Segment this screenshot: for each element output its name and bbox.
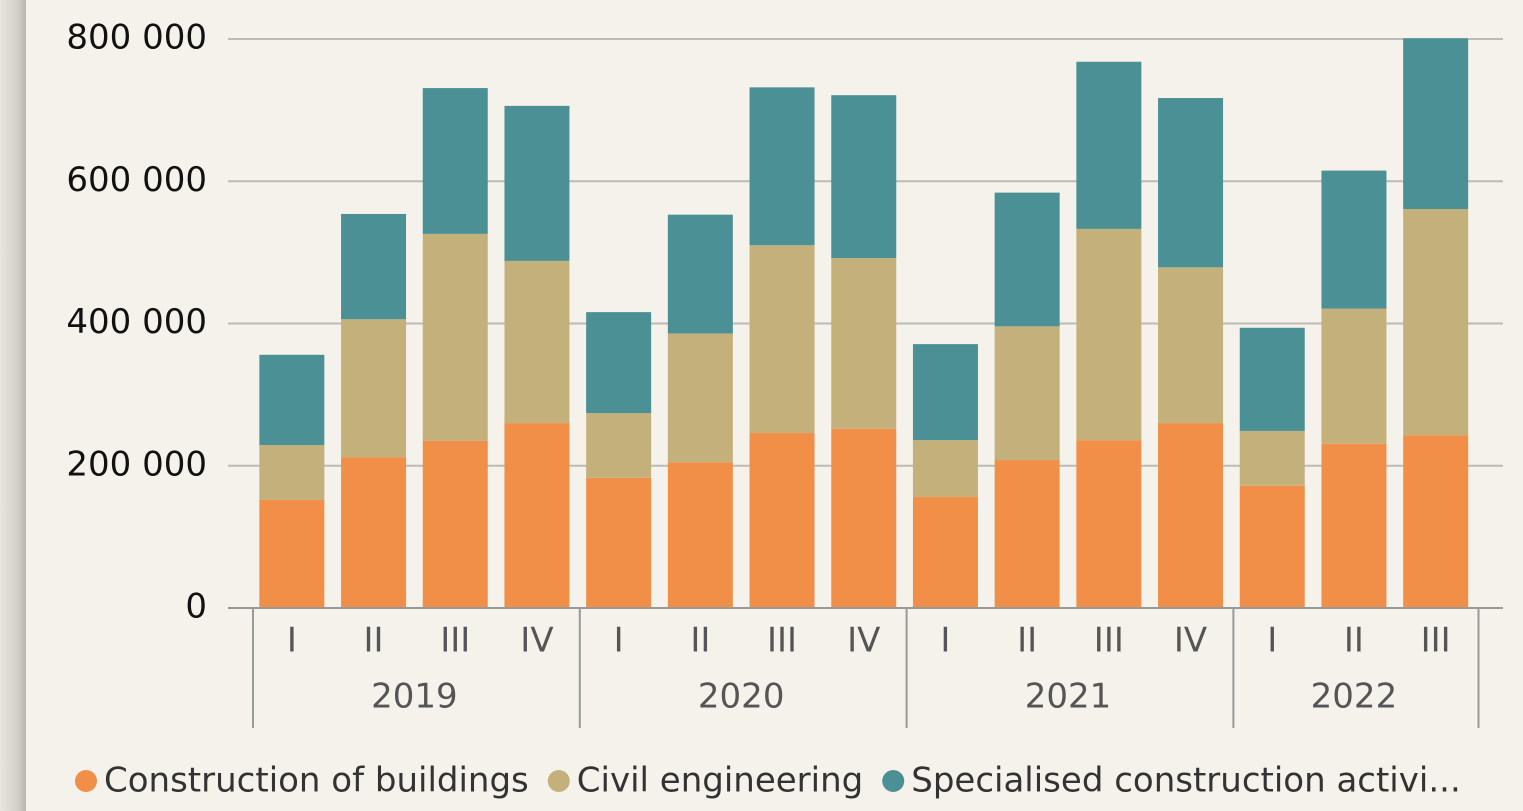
- bar-segment: [1321, 443, 1387, 608]
- x-tick-label: IV: [1174, 621, 1207, 661]
- bar-segment: [586, 312, 652, 414]
- x-tick-label: II: [1344, 621, 1364, 661]
- year-label: 2021: [1025, 677, 1112, 717]
- x-tick-label: II: [690, 621, 710, 661]
- bar-segment: [586, 413, 652, 478]
- bar-segment: [504, 423, 570, 608]
- legend-label: Construction of buildings: [104, 761, 529, 801]
- year-label: 2022: [1311, 677, 1398, 717]
- y-tick-label: 800 000: [66, 18, 207, 58]
- bar-segment: [1076, 61, 1142, 229]
- bar-segment: [1158, 423, 1224, 608]
- bar-segment: [1403, 208, 1469, 436]
- bar-segment: [912, 440, 978, 498]
- bar-segment: [749, 87, 815, 246]
- bar-segment: [1403, 38, 1469, 209]
- x-tick-label: III: [1094, 621, 1124, 661]
- bar-segment: [504, 105, 570, 261]
- bar-segment: [259, 499, 325, 608]
- bar-segment: [831, 258, 897, 429]
- bar-segment: [1403, 435, 1469, 608]
- bar-segment: [1076, 228, 1142, 441]
- x-tick-label: I: [614, 621, 624, 661]
- x-tick-label: I: [940, 621, 950, 661]
- bar-segment: [831, 95, 897, 259]
- bar-segment: [1321, 170, 1387, 309]
- bar-segment: [1158, 267, 1224, 424]
- y-tick-label: 600 000: [66, 160, 207, 200]
- bar-segment: [667, 333, 733, 463]
- bar-segment: [422, 233, 488, 441]
- bar-segment: [586, 477, 652, 608]
- year-label: 2020: [698, 677, 785, 717]
- bar-segment: [912, 497, 978, 608]
- bar-segment: [912, 344, 978, 441]
- bar-segment: [994, 326, 1060, 461]
- y-tick-label: 0: [185, 587, 207, 627]
- x-tick-label: III: [1421, 621, 1451, 661]
- bar-segment: [994, 192, 1060, 327]
- bar-segment: [994, 460, 1060, 608]
- bar-segment: [259, 354, 325, 446]
- bar-segment: [667, 214, 733, 334]
- bar-segment: [341, 457, 407, 608]
- bar-segment: [667, 462, 733, 608]
- bar-segment: [422, 88, 488, 234]
- legend-marker: [75, 770, 97, 792]
- year-label: 2019: [371, 677, 458, 717]
- bar-segment: [749, 433, 815, 608]
- x-tick-label: III: [440, 621, 470, 661]
- bar-segment: [422, 440, 488, 608]
- bar-segment: [1239, 485, 1305, 608]
- y-tick-label: 400 000: [66, 302, 207, 342]
- x-tick-label: I: [1267, 621, 1277, 661]
- bar-segment: [1076, 440, 1142, 608]
- x-tick-label: I: [287, 621, 297, 661]
- bar-segment: [341, 213, 407, 320]
- bar-segment: [341, 319, 407, 458]
- x-tick-label: IV: [847, 621, 880, 661]
- bar-segment: [831, 428, 897, 608]
- bar-segment: [1239, 430, 1305, 486]
- y-tick-label: 200 000: [66, 444, 207, 484]
- bar-segment: [749, 245, 815, 434]
- bar-segment: [1239, 327, 1305, 431]
- bar-segment: [1158, 98, 1224, 268]
- x-tick-label: III: [767, 621, 797, 661]
- legend-label: Specialised construction activi...: [911, 761, 1461, 801]
- bar-segment: [259, 445, 325, 500]
- x-tick-label: IV: [520, 621, 553, 661]
- panel-edge: [0, 0, 26, 811]
- legend-marker: [547, 770, 570, 792]
- legend-label: Civil engineering: [577, 761, 863, 801]
- bar-segment: [1321, 308, 1387, 444]
- bar-segment: [504, 260, 570, 424]
- legend-marker: [882, 770, 905, 792]
- x-tick-label: II: [1017, 621, 1037, 661]
- x-tick-label: II: [364, 621, 384, 661]
